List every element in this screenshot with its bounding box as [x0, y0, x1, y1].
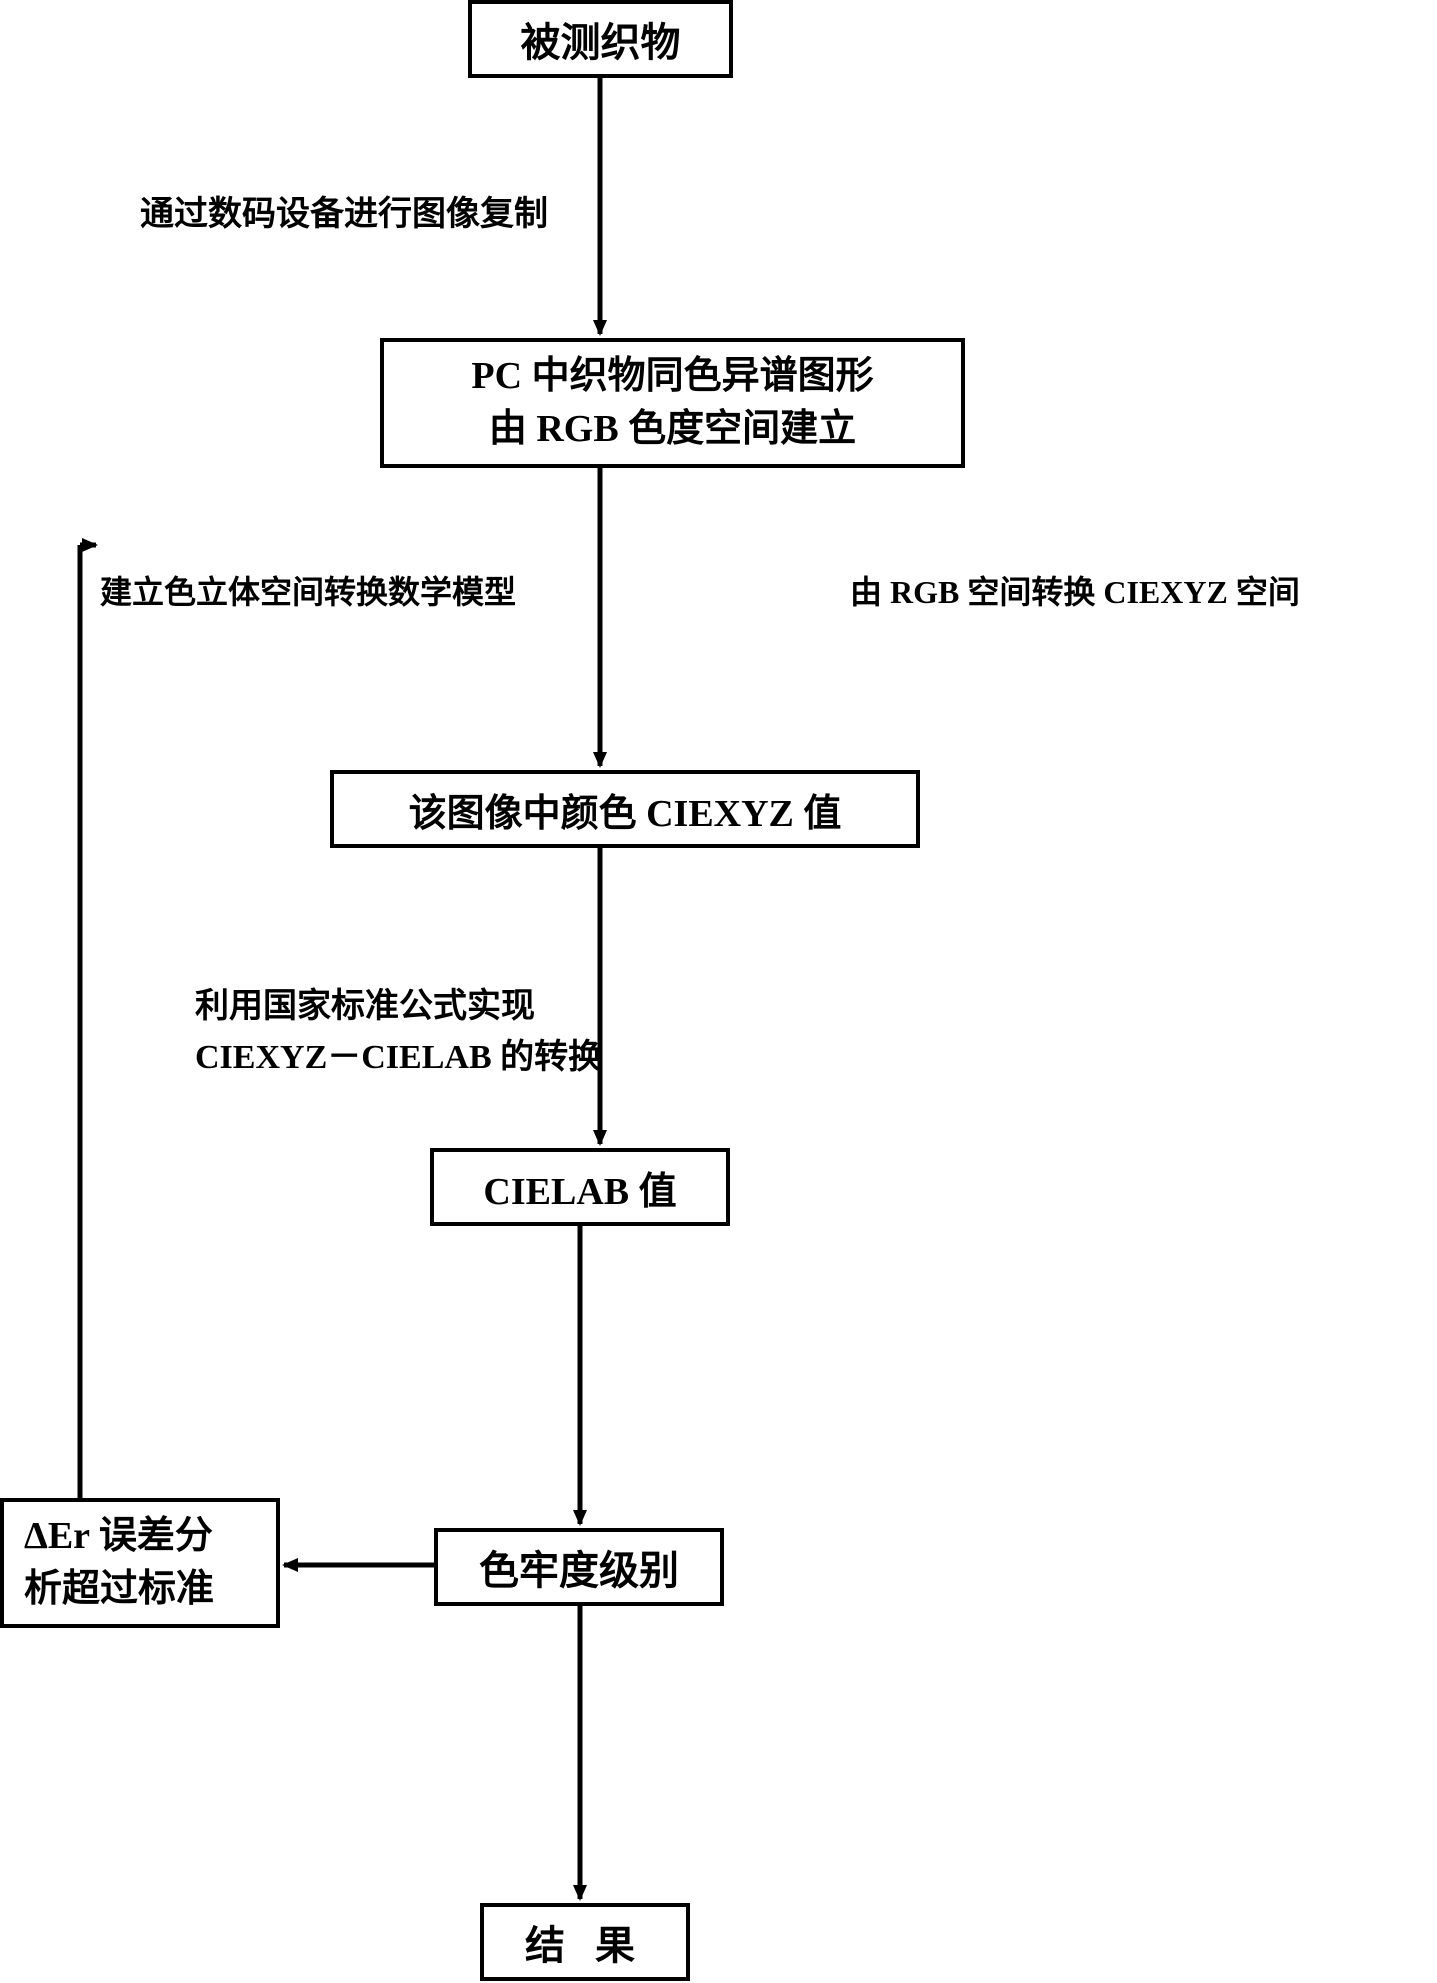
- flowchart-arrows: [0, 0, 1437, 1983]
